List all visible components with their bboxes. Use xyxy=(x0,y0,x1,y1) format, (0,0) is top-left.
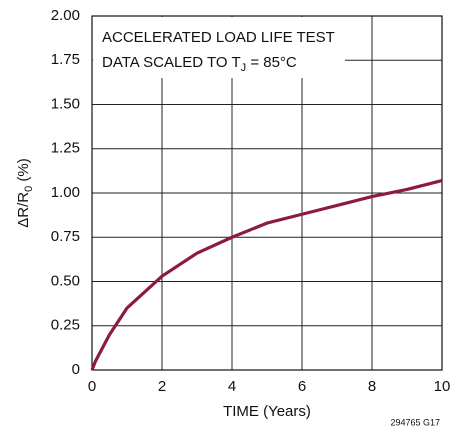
x-tick-label: 4 xyxy=(228,378,236,395)
x-axis-label: TIME (Years) xyxy=(223,403,311,420)
y-tick-label: 0.75 xyxy=(51,228,80,245)
plot-frame xyxy=(91,15,443,371)
annotation: ACCELERATED LOAD LIFE TEST xyxy=(102,29,335,46)
y-tick-label: 0.50 xyxy=(51,272,80,289)
y-tick-label: 0.25 xyxy=(51,317,80,334)
y-tick-label: 2.00 xyxy=(51,7,80,24)
y-tick-label: 1.00 xyxy=(51,184,80,201)
y-tick-label: 1.25 xyxy=(51,140,80,157)
annotation: DATA SCALED TO TJ = 85°C xyxy=(102,54,297,74)
y-tick-label: 1.75 xyxy=(51,51,80,68)
y-tick-label: 1.50 xyxy=(51,95,80,112)
x-tick-label: 6 xyxy=(298,378,306,395)
x-tick-label: 0 xyxy=(88,378,96,395)
x-tick-label: 2 xyxy=(158,378,166,395)
y-tick-label: 0 xyxy=(72,361,80,378)
footnote: 294765 G17 xyxy=(390,417,440,427)
y-axis-label: ΔR/R0 (%) xyxy=(15,158,35,227)
x-tick-label: 10 xyxy=(434,378,451,395)
x-tick-label: 8 xyxy=(368,378,376,395)
data-line xyxy=(90,179,443,371)
annotation-box xyxy=(93,17,345,78)
